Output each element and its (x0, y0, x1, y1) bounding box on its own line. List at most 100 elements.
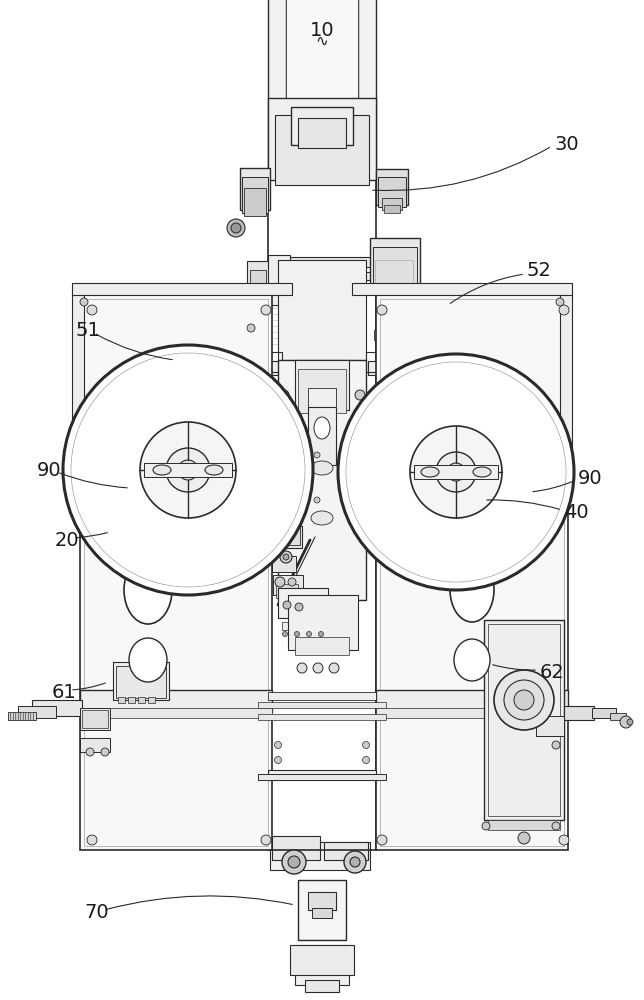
Bar (368, 361, 410, 375)
Bar (258, 714, 386, 720)
Bar (305, 258, 311, 263)
Bar (273, 575, 303, 595)
Bar (80, 295, 272, 850)
Circle shape (80, 486, 88, 494)
Circle shape (313, 663, 323, 673)
Circle shape (514, 690, 534, 710)
Bar (268, 692, 376, 700)
Circle shape (275, 577, 285, 587)
Circle shape (282, 850, 306, 874)
Bar (268, 770, 376, 780)
Circle shape (518, 832, 530, 844)
Text: 51: 51 (76, 320, 101, 340)
Bar (15, 712, 18, 720)
Bar (278, 260, 366, 360)
Circle shape (447, 463, 465, 481)
Bar (375, 260, 413, 296)
Bar (118, 697, 125, 703)
Circle shape (298, 452, 304, 458)
Circle shape (559, 835, 569, 845)
Ellipse shape (153, 465, 171, 475)
Bar (362, 258, 368, 263)
Circle shape (319, 632, 323, 637)
Circle shape (355, 390, 365, 400)
Bar (272, 836, 320, 860)
Circle shape (282, 452, 288, 458)
Bar (376, 690, 568, 712)
Ellipse shape (473, 467, 491, 477)
Bar (80, 708, 110, 730)
Bar (236, 352, 282, 372)
Circle shape (314, 497, 320, 503)
Circle shape (166, 448, 210, 492)
Bar (298, 118, 346, 148)
Bar (396, 330, 414, 340)
Circle shape (138, 545, 158, 565)
Bar (84, 299, 268, 846)
Circle shape (494, 670, 554, 730)
Circle shape (338, 354, 574, 590)
Circle shape (288, 578, 296, 586)
Bar (354, 258, 360, 263)
Circle shape (282, 497, 288, 503)
Bar (268, 257, 376, 267)
Bar (488, 624, 560, 816)
Circle shape (288, 856, 300, 868)
Bar (374, 330, 392, 340)
Circle shape (350, 857, 360, 867)
Bar (288, 595, 358, 650)
Circle shape (80, 298, 88, 306)
Circle shape (63, 345, 313, 595)
Circle shape (247, 377, 257, 387)
Bar (384, 205, 400, 213)
Ellipse shape (314, 417, 330, 439)
Ellipse shape (311, 461, 333, 475)
Bar (376, 708, 568, 718)
Circle shape (87, 835, 97, 845)
Ellipse shape (205, 465, 223, 475)
Circle shape (101, 748, 109, 756)
Bar (290, 945, 354, 975)
Bar (308, 388, 336, 420)
Bar (30, 712, 33, 720)
Bar (366, 352, 412, 372)
Bar (380, 299, 564, 846)
Bar (268, 255, 290, 305)
Bar (308, 407, 336, 465)
Text: 90: 90 (37, 460, 62, 480)
Bar (270, 526, 302, 548)
Bar (222, 292, 234, 297)
Circle shape (620, 716, 632, 728)
Bar (240, 168, 270, 210)
Circle shape (363, 756, 370, 764)
Circle shape (295, 603, 303, 611)
Circle shape (410, 426, 502, 518)
Bar (80, 708, 272, 718)
Bar (272, 556, 296, 572)
Circle shape (184, 466, 192, 474)
Circle shape (298, 497, 304, 503)
Bar (247, 261, 269, 285)
Bar (278, 258, 284, 263)
Bar (250, 270, 266, 288)
Bar (376, 169, 408, 205)
Bar (230, 287, 250, 295)
Circle shape (627, 719, 633, 725)
Circle shape (283, 632, 287, 637)
Bar (268, 98, 376, 180)
Bar (305, 980, 339, 992)
Circle shape (280, 551, 292, 563)
Ellipse shape (311, 511, 333, 525)
Bar (80, 690, 272, 712)
Bar (148, 697, 155, 703)
Bar (370, 258, 376, 263)
Bar (324, 842, 368, 860)
Circle shape (279, 390, 289, 400)
Bar (560, 292, 572, 492)
Bar (268, 272, 376, 280)
Circle shape (556, 486, 564, 494)
Circle shape (261, 835, 271, 845)
Bar (376, 295, 568, 850)
Bar (378, 177, 406, 207)
Bar (244, 188, 266, 216)
